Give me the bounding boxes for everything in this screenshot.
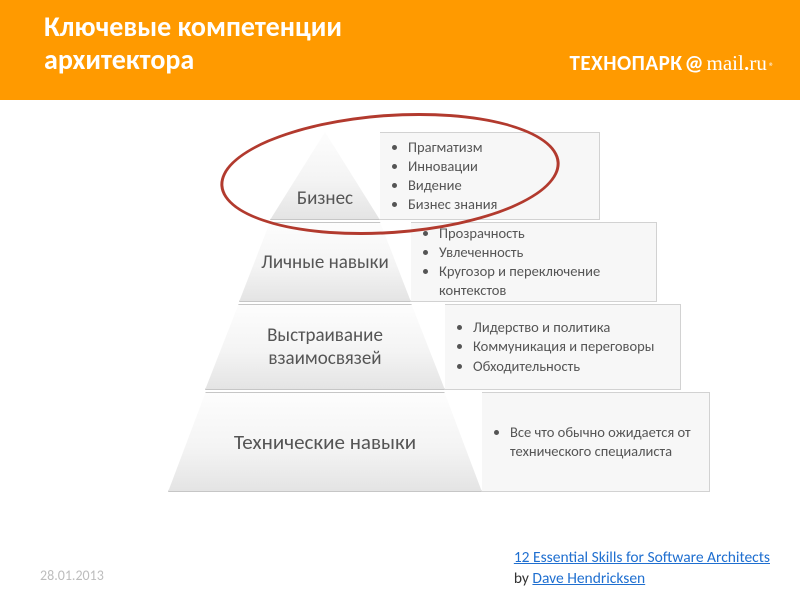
bullet: Все что обычно ожидается от технического… (510, 423, 699, 461)
pyramid-label-2: Выстраивание взаимосвязей (205, 304, 445, 390)
brand-at-icon: @ (685, 50, 704, 76)
pyramid-label-0: Бизнес (270, 132, 380, 220)
bullet: Лидерство и политика (473, 318, 670, 337)
brand-reg-icon: ® (769, 60, 774, 73)
pyramid-level-0: Бизнес Прагматизм Инновации Видение Бизн… (270, 132, 600, 220)
reference-by: by (514, 569, 533, 588)
reference-title-link[interactable]: 12 Essential Skills for Software Archite… (514, 548, 770, 567)
title-line-1: Ключевые компетенции (44, 9, 342, 44)
bullet: Видение (408, 176, 589, 195)
pyramid-bullets-2: Лидерство и политика Коммуникация и пере… (445, 304, 681, 390)
pyramid-level-2: Выстраивание взаимосвязей Лидерство и по… (205, 304, 681, 390)
brand-technopark: ТЕХНОПАРК (570, 50, 683, 76)
diagram-stage: Бизнес Прагматизм Инновации Видение Бизн… (0, 100, 800, 540)
title-line-2: архитектора (44, 42, 194, 77)
header: Ключевые компетенции архитектора ТЕХНОПА… (0, 0, 800, 100)
pyramid-bullets-0: Прагматизм Инновации Видение Бизнес знан… (380, 132, 600, 220)
footer: 28.01.2013 12 Essential Skills for Softw… (0, 544, 800, 600)
brand-logo: ТЕХНОПАРК @ mail . ru ® (570, 50, 775, 76)
bullet: Бизнес знания (408, 195, 589, 214)
bullet: Прагматизм (408, 138, 589, 157)
bullet: Обходительность (473, 357, 670, 376)
bullet: Коммуникация и переговоры (473, 337, 670, 356)
brand-ru: ru (749, 51, 767, 76)
brand-mail: mail (706, 51, 743, 76)
pyramid-label-1: Личные навыки (239, 222, 411, 302)
pyramid-bullets-3: Все что обычно ожидается от технического… (482, 392, 710, 492)
bullet: Прозрачность (439, 224, 646, 243)
pyramid-level-1: Личные навыки Прозрачность Увлеченность … (239, 222, 657, 302)
bullet: Кругозор и переключение контекстов (439, 262, 646, 300)
reference: 12 Essential Skills for Software Archite… (514, 548, 770, 590)
slide-date: 28.01.2013 (40, 567, 104, 584)
bullet: Увлеченность (439, 243, 646, 262)
pyramid-label-3: Технические навыки (168, 392, 482, 492)
pyramid-bullets-1: Прозрачность Увлеченность Кругозор и пер… (411, 222, 657, 302)
bullet: Инновации (408, 157, 589, 176)
pyramid-level-3: Технические навыки Все что обычно ожидае… (168, 392, 710, 492)
reference-author-link[interactable]: Dave Hendricksen (532, 569, 645, 588)
